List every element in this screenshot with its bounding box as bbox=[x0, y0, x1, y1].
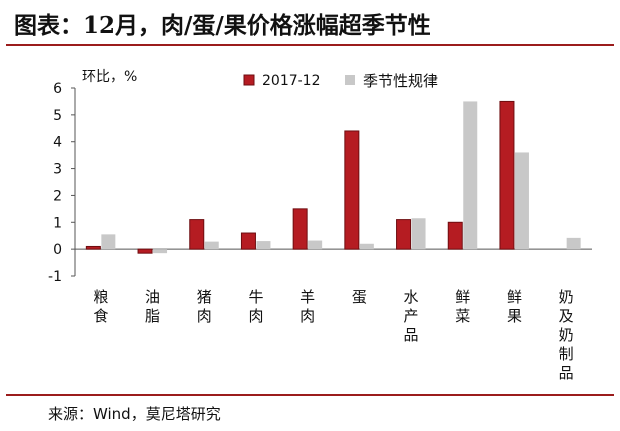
legend-label-2017-12: 2017-12 bbox=[262, 73, 321, 89]
legend-swatch-seasonal bbox=[345, 75, 355, 85]
x-category-label: 牛肉 bbox=[248, 288, 263, 325]
legend-swatch-2017-12 bbox=[243, 74, 255, 86]
title-divider bbox=[6, 44, 614, 46]
source-divider bbox=[6, 394, 614, 396]
bar-2017-12 bbox=[344, 130, 360, 250]
bar-2017-12 bbox=[240, 232, 256, 250]
y-tick-label: 6 bbox=[53, 81, 62, 97]
y-tick-label: 4 bbox=[53, 135, 62, 151]
bar-seasonal bbox=[256, 241, 271, 250]
bar-2017-12 bbox=[137, 248, 153, 254]
y-tick-label: 2 bbox=[53, 188, 62, 204]
x-category-label: 粮食 bbox=[93, 288, 108, 325]
bar-seasonal bbox=[359, 243, 374, 250]
y-tick-label: 0 bbox=[53, 242, 62, 258]
bar-2017-12 bbox=[499, 100, 515, 250]
bar-seasonal bbox=[566, 237, 581, 250]
x-category-label: 水产品 bbox=[404, 288, 419, 344]
source-note: 来源：Wind，莫尼塔研究 bbox=[48, 405, 221, 423]
bar-seasonal bbox=[204, 241, 219, 250]
bar-seasonal bbox=[514, 152, 529, 250]
x-category-label: 鲜果 bbox=[507, 288, 522, 325]
legend-label-seasonal: 季节性规律 bbox=[363, 72, 438, 90]
y-axis-label: 环比，% bbox=[82, 69, 137, 85]
bar-seasonal bbox=[101, 234, 116, 250]
y-tick-label: 1 bbox=[53, 215, 62, 231]
x-category-label: 猪肉 bbox=[197, 288, 212, 325]
chart-title: 图表：12月，肉/蛋/果价格涨幅超季节性 bbox=[14, 12, 431, 39]
chart-bars bbox=[85, 100, 581, 254]
y-tick-label: 5 bbox=[53, 108, 62, 124]
bar-2017-12 bbox=[189, 219, 205, 250]
y-tick-label: 3 bbox=[53, 162, 62, 178]
bar-seasonal bbox=[411, 218, 426, 250]
x-category-label: 奶及奶制品 bbox=[559, 288, 574, 382]
bar-2017-12 bbox=[396, 219, 412, 250]
x-category-label: 羊肉 bbox=[300, 288, 315, 325]
x-category-label: 鲜菜 bbox=[455, 288, 470, 325]
chart-legend: 2017-12 季节性规律 bbox=[243, 72, 438, 90]
bar-2017-12 bbox=[292, 208, 308, 250]
bar-seasonal bbox=[153, 249, 168, 254]
bar-2017-12 bbox=[85, 245, 101, 250]
bar-seasonal bbox=[463, 101, 478, 250]
x-category-label: 油脂 bbox=[145, 288, 160, 325]
y-tick-label: -1 bbox=[48, 269, 62, 285]
bar-seasonal bbox=[308, 240, 323, 250]
x-category-label: 蛋 bbox=[352, 288, 367, 306]
bar-2017-12 bbox=[447, 221, 463, 250]
